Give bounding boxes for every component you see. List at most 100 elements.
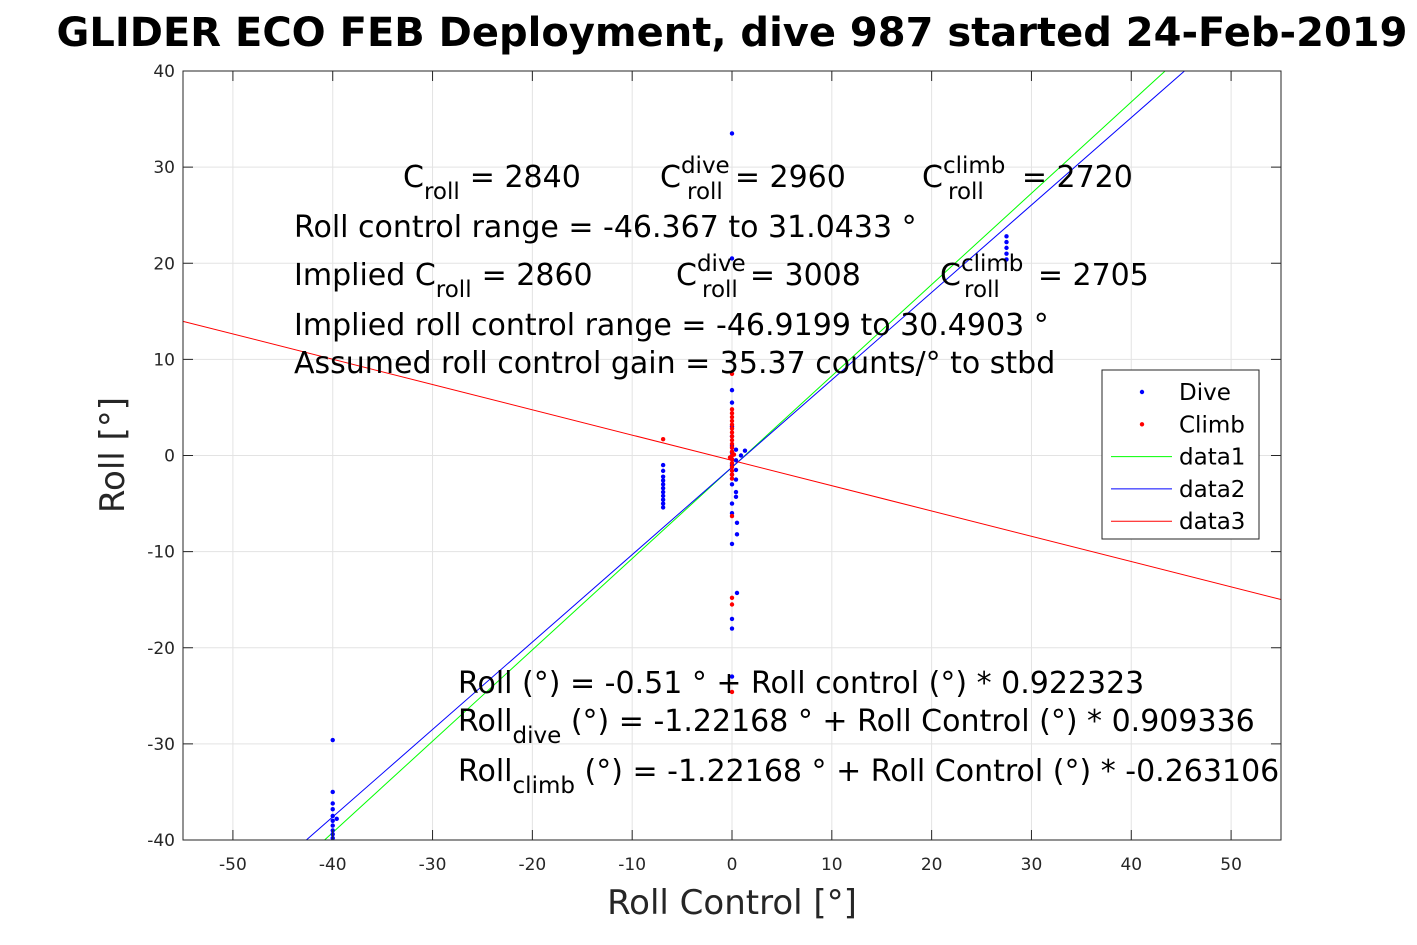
x-tick-label: 10: [821, 855, 843, 875]
data-point-dive: [334, 816, 339, 822]
data-point-dive: [729, 626, 735, 631]
data-point-climb: [660, 436, 666, 442]
x-tick-label: -10: [618, 855, 646, 875]
data-point-dive: [1004, 234, 1009, 239]
data-point-dive: [742, 448, 748, 453]
data-point-climb: [729, 464, 735, 470]
data-point-dive: [660, 505, 666, 510]
data-point-dive: [729, 541, 735, 547]
data-point-dive: [660, 489, 666, 495]
annotation-implied-c-roll: Implied Croll = 2860: [294, 258, 593, 303]
data-point-dive: [734, 532, 740, 537]
annotation-c-roll-dive-sub: roll = 2960: [687, 160, 846, 205]
data-point-climb: [729, 595, 735, 600]
data-point-dive: [1004, 239, 1009, 245]
data-point-dive: [729, 674, 735, 679]
data-point-climb: [729, 422, 735, 427]
data-point-dive: [1004, 257, 1009, 262]
data-point-dive: [660, 493, 666, 499]
data-point-climb: [729, 476, 735, 481]
ticks: -50 -40 -30 -20 -10 0 10 20 30 40 50 -40 -30 -20 -10 0 1…: [147, 62, 1281, 875]
legend-label-climb: Climb: [1179, 412, 1245, 438]
y-tick-label: -20: [147, 639, 175, 659]
data-point-climb: [727, 455, 733, 460]
annotation-c-roll-climb: Cclimb: [922, 153, 1005, 195]
data-point-dive: [729, 482, 735, 487]
data-point-dive: [729, 256, 735, 261]
data-point-climb: [729, 407, 735, 412]
annotation-fit-dive: Rolldive (°) = -1.22168 ° + Roll Control…: [458, 704, 1255, 749]
data-point-climb: [729, 441, 735, 447]
annotation-implied-c-roll-climb: Cclimb: [940, 251, 1023, 293]
legend-label-data1: data1: [1179, 445, 1245, 471]
x-tick-label: 30: [1021, 855, 1043, 875]
data-point-dive: [660, 462, 666, 468]
x-tick-label: 20: [921, 855, 943, 875]
annotation-c-roll-dive: Cdive: [660, 153, 730, 195]
x-tick-label: -50: [219, 855, 247, 875]
x-axis-label: Roll Control [°]: [607, 883, 857, 923]
annotation-fit-all: Roll (°) = -0.51 ° + Roll control (°) * …: [458, 666, 1144, 701]
x-tick-label: -20: [518, 855, 546, 875]
data-point-dive: [330, 789, 335, 795]
data-point-dive: [660, 497, 666, 502]
data-point-climb: [729, 418, 735, 424]
data-point-climb: [729, 460, 735, 466]
data-point-dive: [330, 823, 335, 828]
data-point-dive: [330, 813, 335, 819]
data-point-dive: [733, 447, 739, 452]
legend-label-dive: Dive: [1179, 380, 1231, 406]
x-tick-label: 0: [727, 855, 738, 875]
data-point-dive: [729, 400, 735, 405]
data-point-dive: [330, 807, 335, 812]
data-point-dive: [733, 489, 739, 495]
annotation-fit-climb: Rollclimb (°) = -1.22168 ° + Roll Contro…: [458, 754, 1279, 799]
y-tick-label: 10: [153, 350, 175, 370]
y-tick-label: 30: [153, 158, 175, 178]
annotation-gain: Assumed roll control gain = 35.37 counts…: [294, 346, 1055, 381]
data-point-climb: [729, 426, 735, 431]
y-axis-label: Roll [°]: [93, 397, 133, 513]
data-point-dive: [729, 616, 735, 622]
data-point-dive: [1004, 245, 1009, 251]
data-point-dive: [330, 818, 335, 823]
data-point-dive: [660, 485, 666, 491]
series-points: [330, 131, 1009, 840]
annotation-implied-c-roll-dive-sub: roll = 3008: [702, 258, 861, 303]
data-point-dive: [660, 501, 666, 506]
data-point-dive: [734, 590, 740, 596]
data-point-dive: [1004, 251, 1009, 256]
annotation-implied-c-roll-climb-sub: roll = 2705: [964, 258, 1149, 303]
data-point-dive: [729, 131, 735, 136]
x-tick-label: -30: [419, 855, 447, 875]
legend: Dive Climb data1 data2 data3: [1101, 369, 1260, 540]
x-tick-label: 50: [1220, 855, 1242, 875]
data-point-dive: [729, 387, 735, 393]
data-point-dive: [660, 482, 666, 487]
data-point-climb: [729, 437, 735, 443]
data-point-dive: [733, 494, 739, 500]
y-tick-label: 40: [153, 62, 175, 82]
data-point-dive: [733, 458, 739, 463]
x-tick-label: 40: [1120, 855, 1142, 875]
legend-label-data3: data3: [1179, 509, 1245, 535]
data-point-climb: [729, 513, 735, 519]
data-point-dive: [733, 477, 739, 482]
y-tick-label: 20: [153, 254, 175, 274]
data-point-dive: [738, 453, 744, 458]
annotation-roll-control-range: Roll control range = -46.367 to 31.0433 …: [294, 210, 917, 245]
data-point-dive: [660, 468, 666, 474]
annotation-implied-c-roll-dive: Cdive: [676, 251, 746, 293]
legend-marker-climb: [1139, 422, 1145, 427]
annotation-c-roll-climb-sub: roll = 2720: [948, 160, 1133, 205]
chart-title: GLIDER ECO FEB Deployment, dive 987 star…: [57, 10, 1408, 56]
data-point-climb: [729, 602, 735, 607]
y-tick-label: -40: [147, 831, 175, 851]
data-point-climb: [729, 689, 735, 695]
legend-marker-dive: [1139, 389, 1145, 395]
data-point-climb: [729, 468, 735, 474]
data-point-dive: [660, 478, 666, 483]
y-tick-label: -30: [147, 735, 175, 755]
legend-label-data2: data2: [1179, 477, 1245, 503]
data-point-climb: [729, 411, 735, 416]
